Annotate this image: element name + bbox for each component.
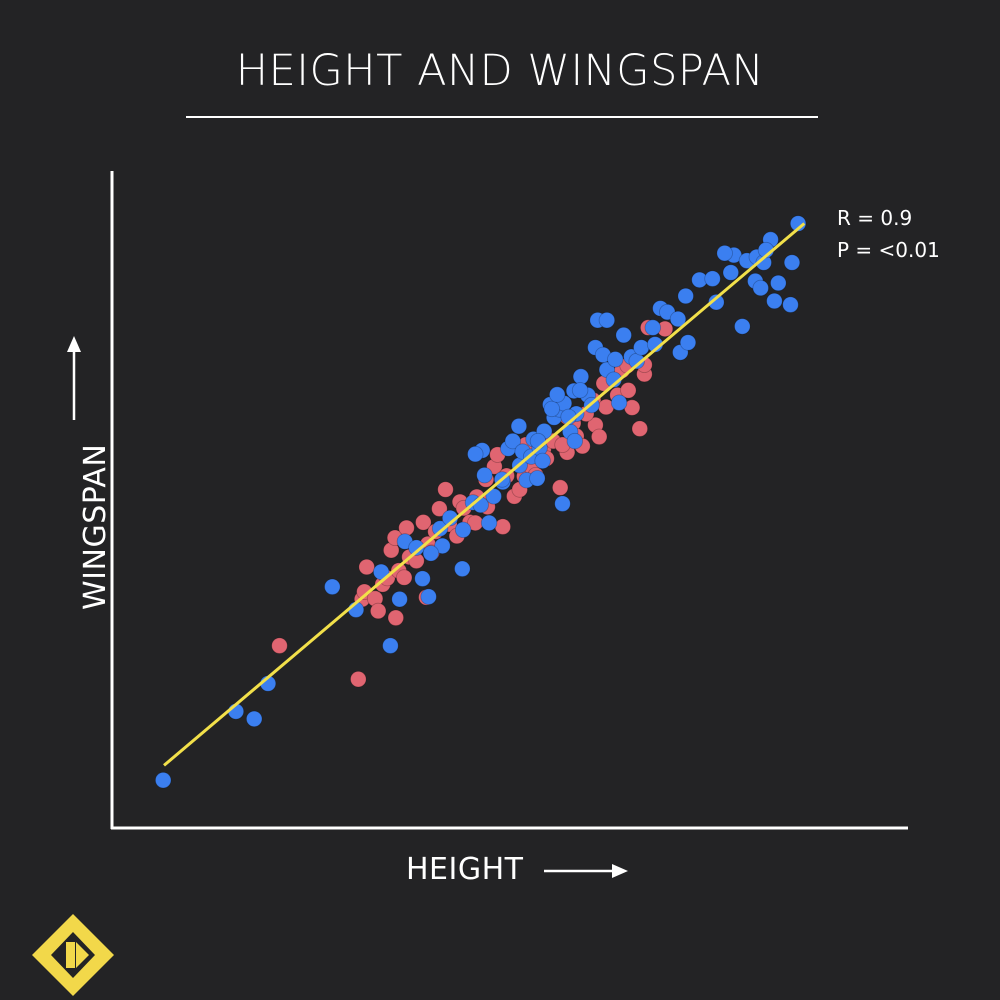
data-point (476, 467, 493, 484)
up-arrow-icon (67, 336, 81, 420)
data-point (358, 558, 375, 576)
data-point (734, 318, 751, 335)
data-point (396, 569, 413, 586)
r-value-label: R = 0.9 (837, 206, 913, 230)
data-point (504, 432, 522, 450)
data-point (422, 545, 440, 562)
data-point (770, 274, 787, 292)
data-point (370, 602, 387, 620)
data-point (591, 428, 608, 446)
data-point (677, 287, 694, 305)
data-point (420, 588, 437, 605)
data-point (572, 368, 590, 385)
data-point (431, 500, 448, 517)
y-axis-label: WINGSPAN (78, 443, 113, 610)
right-arrow-icon (544, 864, 628, 878)
data-point (387, 609, 405, 627)
data-point (434, 537, 451, 555)
data-point (607, 351, 624, 368)
data-point (782, 296, 799, 313)
data-point (566, 432, 584, 450)
data-point (437, 481, 454, 498)
data-point (554, 495, 571, 512)
data-point (704, 270, 721, 287)
data-point (752, 279, 769, 297)
data-point (571, 382, 589, 399)
chart-title: HEIGHT AND WINGSPAN (235, 46, 765, 96)
data-point (669, 310, 687, 328)
data-point (598, 312, 616, 329)
data-points (154, 215, 807, 789)
data-point (494, 518, 512, 535)
data-point (382, 637, 399, 654)
data-point (415, 514, 432, 531)
data-point (716, 244, 733, 262)
data-point (485, 488, 502, 505)
data-point (154, 772, 172, 789)
data-point (324, 578, 341, 596)
data-point (552, 479, 569, 496)
data-point (644, 319, 662, 336)
data-point (454, 560, 471, 578)
series-2 (154, 215, 807, 789)
data-point (350, 671, 367, 688)
data-point (431, 520, 449, 537)
data-point (245, 710, 263, 728)
data-point (454, 521, 472, 539)
data-point (610, 394, 628, 411)
x-axis-label: HEIGHT (406, 852, 524, 887)
data-point (414, 570, 431, 587)
stats-annotation: R = 0.9 P = <0.01 (837, 202, 940, 266)
data-point (391, 591, 408, 608)
data-point (549, 386, 566, 403)
trend-line (163, 222, 806, 767)
data-point (615, 326, 632, 344)
data-point (679, 334, 697, 351)
title-underline (186, 116, 818, 118)
data-point (534, 452, 551, 470)
data-point (543, 400, 561, 418)
data-point (766, 292, 783, 310)
data-point (722, 264, 740, 281)
data-point (271, 637, 288, 654)
data-point (783, 254, 801, 271)
data-point (510, 418, 528, 435)
data-point (529, 470, 546, 487)
data-point (480, 514, 498, 532)
data-point (620, 382, 637, 399)
data-point (408, 539, 425, 556)
data-point (467, 445, 484, 463)
data-point (529, 432, 547, 450)
data-point (398, 519, 415, 537)
data-point (631, 420, 649, 437)
data-point (708, 294, 725, 311)
yellow-diamond-logo-icon (32, 914, 114, 996)
data-point (633, 339, 650, 356)
data-point (472, 496, 489, 514)
p-value-label: P = <0.01 (837, 238, 940, 262)
